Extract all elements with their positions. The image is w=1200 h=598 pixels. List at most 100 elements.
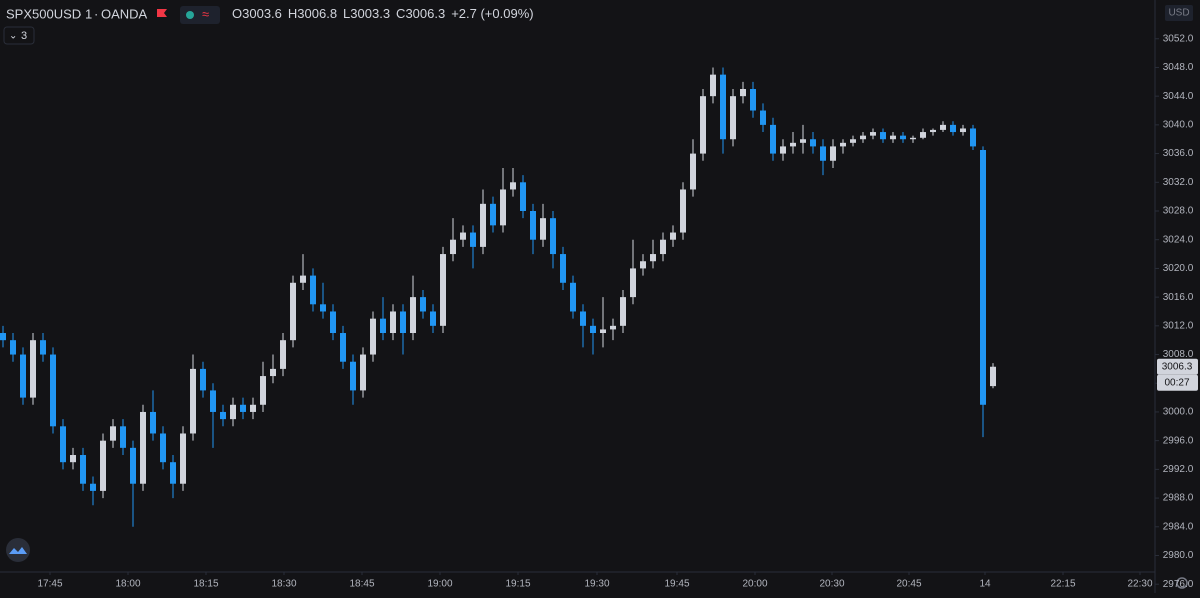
y-tick-label: 3048.0 xyxy=(1163,62,1194,73)
candle-body xyxy=(330,311,336,334)
logo xyxy=(6,538,30,562)
candle-body xyxy=(100,440,106,491)
candle-body xyxy=(740,88,746,97)
candle-body xyxy=(360,354,366,391)
ohlc-label: O xyxy=(232,6,242,21)
candle-body xyxy=(830,146,836,161)
candle-body xyxy=(60,426,66,463)
y-tick-label: 3044.0 xyxy=(1163,91,1194,102)
status-box[interactable] xyxy=(180,6,220,24)
candle-body xyxy=(770,124,776,154)
x-tick-label: 20:00 xyxy=(742,579,767,590)
settings-icon[interactable] xyxy=(1176,577,1188,589)
candle-body xyxy=(30,340,36,398)
candle-body xyxy=(410,297,416,334)
candle-body xyxy=(710,74,716,97)
candle-body xyxy=(570,282,576,312)
candle-body xyxy=(320,304,326,312)
candle-body xyxy=(580,311,586,326)
candle-body xyxy=(950,124,956,133)
candle-body xyxy=(750,88,756,111)
candle-body xyxy=(310,275,316,305)
candle-body xyxy=(200,368,206,391)
price-tag xyxy=(1157,358,1198,375)
candle-body xyxy=(210,390,216,412)
candle-body xyxy=(460,232,466,240)
candle-body xyxy=(260,376,266,405)
candle-body xyxy=(180,433,186,484)
interval[interactable]: 1 xyxy=(85,6,92,21)
candle-body xyxy=(490,203,496,226)
x-tick-label: 18:00 xyxy=(115,579,140,590)
y-tick-label: 3032.0 xyxy=(1163,177,1194,188)
ohlc-change: +2.7 (+0.09%) xyxy=(451,6,533,21)
x-tick-label: 19:45 xyxy=(664,579,689,590)
flag-icon[interactable] xyxy=(157,9,167,17)
candle-body xyxy=(620,297,626,326)
candle-body xyxy=(470,232,476,247)
candle-body xyxy=(880,132,886,140)
candle-body xyxy=(300,275,306,283)
candle-body xyxy=(840,142,846,147)
y-tick-label: 2976.0 xyxy=(1163,579,1194,590)
candle-body xyxy=(980,149,986,405)
candle-body xyxy=(700,96,706,154)
y-tick-label: 2996.0 xyxy=(1163,435,1194,446)
candle-body xyxy=(900,135,906,140)
candle-body xyxy=(990,366,996,387)
candle-body xyxy=(440,254,446,326)
candle-body xyxy=(220,411,226,420)
candle-body xyxy=(930,129,936,133)
y-tick-label: 3028.0 xyxy=(1163,206,1194,217)
candle-body xyxy=(860,135,866,140)
candle-body xyxy=(970,128,976,147)
candle-body xyxy=(400,311,406,334)
candle-body xyxy=(350,361,356,391)
exchange: OANDA xyxy=(101,6,148,21)
candle-body xyxy=(910,137,916,140)
candle-body xyxy=(130,447,136,484)
candle-body xyxy=(340,333,346,362)
candle-body xyxy=(730,96,736,140)
indicator-toggle[interactable] xyxy=(3,26,35,45)
y-tick-label: 3008.0 xyxy=(1163,349,1194,360)
x-tick-label: 22:15 xyxy=(1050,579,1075,590)
candle-body xyxy=(870,132,876,136)
candle-body xyxy=(0,333,6,341)
y-tick-label: 3020.0 xyxy=(1163,263,1194,274)
y-tick-label: 3012.0 xyxy=(1163,320,1194,331)
candle-body xyxy=(530,211,536,240)
toggle-arrow: ⌄ xyxy=(9,31,17,42)
x-tick-label: 19:15 xyxy=(505,579,530,590)
candle-body xyxy=(560,254,566,283)
candle-body xyxy=(790,142,796,147)
candle-body xyxy=(850,139,856,143)
currency[interactable]: USD xyxy=(1168,8,1189,19)
y-tick-label: 3016.0 xyxy=(1163,292,1194,303)
status-dot xyxy=(186,11,194,19)
candle-body xyxy=(650,254,656,262)
currency-box[interactable] xyxy=(1165,5,1193,21)
symbol[interactable]: SPX500USD xyxy=(6,6,81,21)
y-tick-label: 2980.0 xyxy=(1163,550,1194,561)
candle-body xyxy=(960,128,966,133)
candle-body xyxy=(640,261,646,269)
candle-body xyxy=(810,139,816,147)
candle-body xyxy=(70,455,76,463)
candle-body xyxy=(920,132,926,138)
candle-body xyxy=(720,74,726,140)
candle-body xyxy=(550,218,556,255)
y-tick-label: 2988.0 xyxy=(1163,493,1194,504)
candle-body xyxy=(280,340,286,369)
candle-body xyxy=(80,455,86,484)
ohlc-label: C xyxy=(396,6,405,21)
x-tick-label: 18:45 xyxy=(349,579,374,590)
candle-body xyxy=(20,354,26,398)
candle-body xyxy=(890,135,896,140)
x-tick-label: 22:30 xyxy=(1127,579,1152,590)
candle-body xyxy=(140,411,146,484)
ohlc-value: 3003.6 xyxy=(242,6,282,21)
status-icon: ≈ xyxy=(202,6,209,21)
candle-body xyxy=(250,404,256,412)
